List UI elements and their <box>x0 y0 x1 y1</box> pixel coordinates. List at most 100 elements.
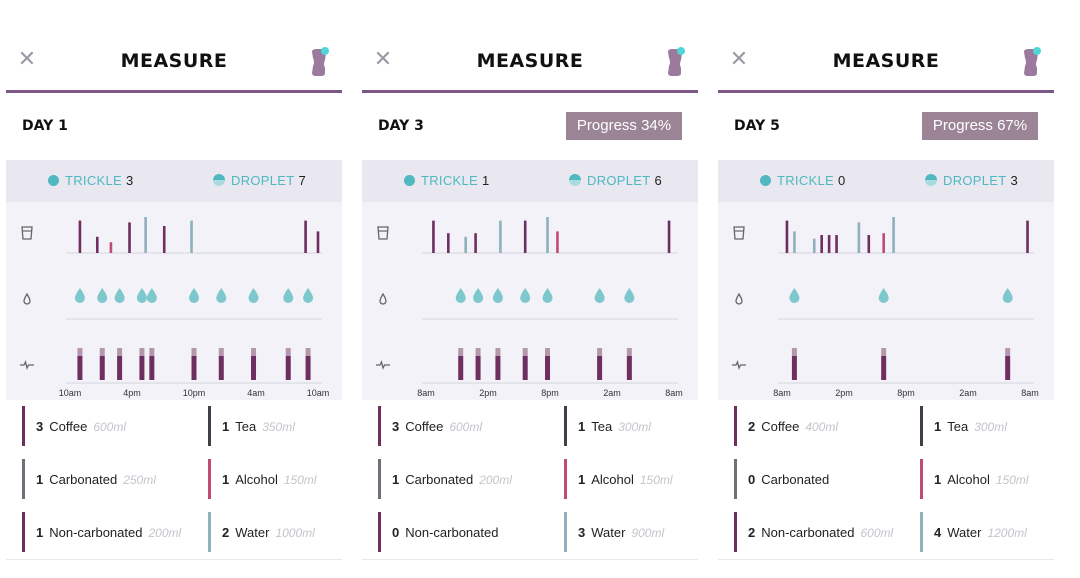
drop-marker <box>492 288 503 303</box>
drop-marker <box>136 288 147 303</box>
drink-bar <box>523 220 527 253</box>
page-title: MEASURE <box>120 50 228 72</box>
effect-bar-bottom <box>458 356 464 380</box>
drink-text: 1 Alcohol 150ml <box>578 472 673 487</box>
drop-icon <box>23 292 31 305</box>
drink-bar <box>432 220 435 253</box>
drink-count: 3 <box>392 419 400 434</box>
drop-icon <box>735 292 743 305</box>
effect-bar-top <box>99 348 105 356</box>
pulse-icon <box>732 360 746 370</box>
day-label: DAY 1 <box>22 118 68 134</box>
drink-volume: 1000ml <box>275 526 315 540</box>
drink-count: 1 <box>578 472 586 487</box>
drink-color-bar <box>378 406 381 446</box>
legend-droplet: DROPLET 7 <box>213 173 306 188</box>
x-tick-label: 8am <box>665 388 683 398</box>
bottle-icon[interactable] <box>308 46 330 78</box>
x-tick-label: 8am <box>1021 388 1039 398</box>
drink-name: Alcohol <box>591 472 634 487</box>
legend-droplet: DROPLET 3 <box>925 173 1018 188</box>
effect-bar-top <box>522 348 528 356</box>
drop-marker <box>594 288 605 303</box>
pulse-icon <box>20 360 34 370</box>
drink-bar <box>667 220 671 253</box>
drink-name: Carbonated <box>405 472 474 487</box>
close-icon[interactable]: ✕ <box>17 47 37 72</box>
bottle-icon[interactable] <box>664 46 686 78</box>
droplet-dot-icon <box>213 174 225 186</box>
drink-name: Non-carbonated <box>405 525 499 540</box>
header: ✕ MEASURE <box>6 40 342 93</box>
drink-count: 0 <box>392 525 400 540</box>
drink-bar <box>546 217 549 253</box>
droplet-count: 3 <box>1010 173 1018 188</box>
activity-panel: TRICKLE 3 DROPLET 7 10am 4pm 10pm 4am 10am <box>6 160 342 400</box>
drink-text: 3 Water 900ml <box>578 525 664 540</box>
drink-volume: 200ml <box>479 473 512 487</box>
drink-text: 1 Non-carbonated 200ml <box>36 525 181 540</box>
header: ✕ MEASURE <box>362 40 698 93</box>
legend-trickle: TRICKLE 1 <box>404 173 489 188</box>
cup-icon <box>21 226 33 240</box>
drop-marker <box>74 288 85 303</box>
cup-icon <box>733 226 745 240</box>
close-icon[interactable]: ✕ <box>729 47 749 72</box>
drink-volume: 150ml <box>283 473 317 487</box>
drink-count: 0 <box>748 472 756 487</box>
drink-text: 1 Alcohol 150ml <box>934 472 1029 487</box>
effect-bar-top <box>495 348 501 356</box>
effect-bar-top <box>1005 348 1011 356</box>
effect-bar-bottom <box>99 356 105 380</box>
trickle-label: TRICKLE <box>65 173 123 188</box>
drop-marker <box>624 288 635 303</box>
x-tick-label: 2pm <box>479 388 497 398</box>
drink-color-bar <box>208 512 211 552</box>
drink-bar <box>835 235 838 253</box>
effect-bar-top <box>77 348 83 356</box>
effect-bar-bottom <box>251 356 257 380</box>
close-icon[interactable]: ✕ <box>373 47 393 72</box>
activity-chart: 10am 4pm 10pm 4am 10am <box>59 217 329 398</box>
measure-screen: ✕ MEASURE DAY 1 TRICKLE 3 DROPLET 7 <box>6 0 342 578</box>
droplet-label: DROPLET <box>943 173 1007 188</box>
drink-count: 2 <box>748 525 756 540</box>
drink-text: 1 Alcohol 150ml <box>222 472 317 487</box>
x-tick-label: 8pm <box>897 388 915 398</box>
header: ✕ MEASURE <box>718 40 1054 93</box>
drink-bar <box>785 220 789 253</box>
drop-marker <box>878 288 889 303</box>
drink-bar <box>304 220 307 253</box>
drink-count: 1 <box>578 419 586 434</box>
drop-marker <box>520 288 531 303</box>
drink-bar <box>867 235 871 253</box>
progress-badge: Progress 34% <box>566 112 682 140</box>
effect-bar-top <box>597 348 603 356</box>
effect-bar-top <box>305 348 311 356</box>
measure-screen: ✕ MEASURE DAY 3 Progress 34% TRICKLE 1 DR… <box>362 0 698 578</box>
activity-chart: 8am 2pm 8pm 2am 8am <box>773 217 1039 398</box>
drink-count: 2 <box>222 525 230 540</box>
x-tick-label: 10am <box>59 388 82 398</box>
drink-color-bar <box>564 406 567 446</box>
drink-color-bar <box>734 406 737 446</box>
drink-count: 1 <box>392 472 400 487</box>
effect-bar-bottom <box>597 356 603 380</box>
drink-bar <box>857 222 861 253</box>
drink-bar <box>144 217 147 253</box>
x-tick-label: 8am <box>773 388 791 398</box>
bottle-icon[interactable] <box>1020 46 1042 78</box>
drop-marker <box>97 288 108 303</box>
droplet-dot-icon <box>925 174 937 186</box>
drink-name: Water <box>235 525 270 540</box>
droplet-label: DROPLET <box>231 173 295 188</box>
effect-bar-top <box>791 348 797 356</box>
drink-text: 1 Tea 300ml <box>578 419 651 434</box>
drink-text: 1 Carbonated 250ml <box>36 472 156 487</box>
effect-bar-top <box>218 348 224 356</box>
drink-name: Water <box>947 525 982 540</box>
drink-count: 1 <box>36 472 44 487</box>
x-tick-label: 4pm <box>123 388 141 398</box>
drink-name: Coffee <box>761 419 800 434</box>
drink-bar <box>464 236 467 253</box>
